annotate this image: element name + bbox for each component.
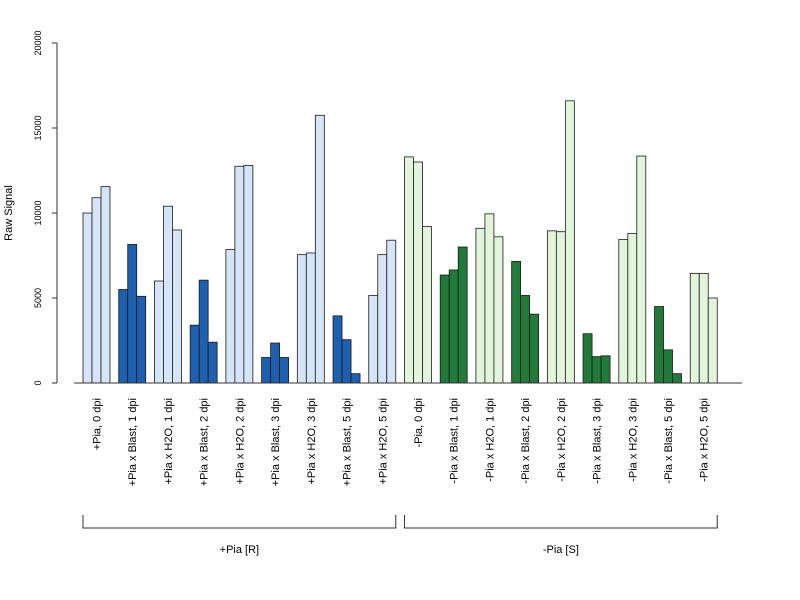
bar: [386, 239, 397, 384]
bar: [377, 254, 388, 384]
bar: [118, 289, 129, 384]
bar: [618, 238, 629, 384]
bar: [234, 165, 245, 384]
bar: [243, 164, 254, 384]
bar: [413, 161, 423, 384]
bar: [368, 295, 379, 384]
bar: [332, 315, 343, 384]
bar: [484, 213, 495, 384]
bar: [422, 226, 432, 384]
bar: [689, 272, 700, 384]
bar: [350, 373, 361, 384]
bar: [448, 269, 459, 384]
category-label: -Pia x H2O, 2 dpi: [556, 398, 568, 482]
category-label: +Pia x Blast, 3 dpi: [270, 398, 282, 486]
bar: [163, 205, 173, 384]
bar: [100, 186, 111, 384]
bar: [439, 274, 450, 384]
bar: [270, 342, 281, 384]
bar: [707, 297, 718, 384]
bar: [564, 100, 575, 384]
category-label: +Pia x H2O, 2 dpi: [234, 398, 246, 485]
bar: [546, 230, 557, 384]
bar: [627, 232, 638, 384]
bar: [520, 295, 531, 384]
category-label: +Pia x Blast, 1 dpi: [127, 398, 139, 486]
y-tick-label: 0: [33, 380, 43, 385]
bar: [296, 254, 307, 384]
group-brackets: +Pia [R] -Pia [S]: [82, 515, 718, 556]
bar: [600, 355, 611, 384]
category-label: -Pia x Blast, 2 dpi: [520, 398, 532, 484]
category-label: -Pia x H2O, 3 dpi: [627, 398, 639, 482]
bar: [154, 280, 164, 384]
category-label: -Pia, 0 dpi: [413, 398, 425, 448]
group-bracket: [403, 515, 718, 529]
bar: [475, 227, 486, 384]
bar: [136, 295, 147, 384]
bar: [529, 313, 540, 384]
category-label: -Pia x H2O, 5 dpi: [699, 398, 711, 482]
y-tick-label: 20000: [33, 30, 43, 55]
bar: [493, 236, 504, 384]
bar: [225, 249, 236, 384]
category-labels: +Pia, 0 dpi +Pia x Blast, 1 dpi +Pia x H2O…: [92, 398, 711, 486]
bar: [511, 261, 522, 384]
bar: [457, 246, 468, 384]
bar: [582, 333, 593, 384]
y-axis-title: Raw Signal: [3, 185, 15, 241]
bar: [172, 229, 182, 384]
bar: [189, 324, 200, 384]
bar: [82, 212, 93, 384]
group-bracket: [82, 515, 397, 529]
y-tick-label: 15000: [33, 115, 43, 140]
y-tick-label: 10000: [33, 200, 43, 225]
group-label: +Pia [R]: [220, 544, 259, 556]
bar: [672, 373, 682, 384]
group-label: -Pia [S]: [543, 544, 579, 556]
bar: [654, 306, 664, 384]
category-label: -Pia x Blast, 1 dpi: [449, 398, 461, 484]
bar: [127, 244, 138, 384]
category-label: -Pia x H2O, 1 dpi: [484, 398, 496, 482]
bar: [555, 231, 566, 384]
category-label: +Pia x Blast, 5 dpi: [342, 398, 354, 486]
category-label: +Pia x H2O, 3 dpi: [306, 398, 318, 485]
bar: [663, 349, 673, 384]
bar: [91, 197, 102, 384]
bar: [198, 279, 209, 384]
category-label: +Pia x H2O, 5 dpi: [377, 398, 389, 485]
bar: [314, 114, 325, 384]
bar: [341, 339, 352, 384]
category-label: -Pia x Blast, 3 dpi: [592, 398, 604, 484]
category-label: -Pia x Blast, 5 dpi: [663, 398, 675, 484]
bar: [636, 155, 647, 384]
bar: [305, 252, 316, 384]
bar: [261, 357, 272, 384]
y-tick-label: 5000: [33, 288, 43, 308]
category-label: +Pia, 0 dpi: [92, 398, 104, 450]
category-label: +Pia x Blast, 2 dpi: [199, 398, 211, 486]
bar: [698, 272, 709, 384]
category-label: +Pia x H2O, 1 dpi: [163, 398, 175, 485]
y-axis: 0 5000 10000 15000 20000: [33, 30, 58, 386]
bar: [404, 156, 414, 384]
bars: [82, 100, 718, 384]
bar: [279, 357, 290, 384]
bar: [207, 341, 218, 384]
bar: [591, 356, 602, 384]
